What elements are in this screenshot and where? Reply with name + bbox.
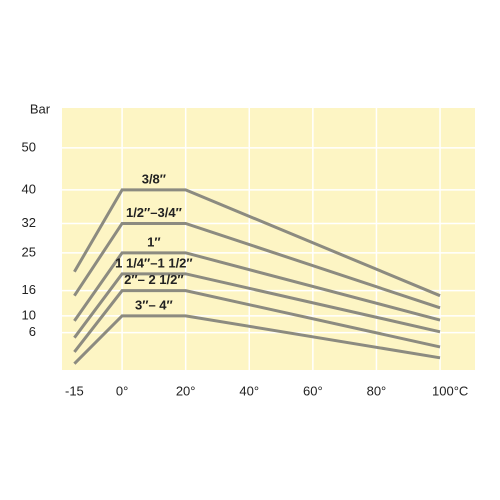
x-tick-label: -15: [65, 383, 84, 398]
y-axis-label: Bar: [30, 101, 51, 116]
data-line: [73, 272, 441, 339]
y-tick-label: 50: [22, 139, 36, 154]
data-line: [73, 251, 441, 322]
data-line: [73, 188, 441, 298]
y-tick-label: 16: [22, 282, 36, 297]
series-label: 1″: [147, 234, 160, 249]
data-line: [73, 314, 441, 365]
data-line: [73, 289, 441, 353]
x-tick-label: 100°C: [432, 383, 468, 398]
x-tick-label: 60°: [303, 383, 323, 398]
y-tick-label: 6: [29, 324, 36, 339]
series-label: 3″– 4″: [135, 297, 173, 312]
plot-area: [62, 108, 475, 370]
x-tick-label: 0°: [116, 383, 128, 398]
y-tick-label: 32: [22, 215, 36, 230]
y-tick-label: 10: [22, 307, 36, 322]
series-label: 1 1/4″–1 1/2″: [115, 255, 193, 270]
data-line: [73, 221, 441, 310]
series-label: 2″– 2 1/2″: [124, 272, 183, 287]
y-tick-label: 25: [22, 244, 36, 259]
x-tick-label: 40°: [239, 383, 259, 398]
x-tick-label: 80°: [367, 383, 387, 398]
series-label: 3/8″: [142, 171, 166, 186]
y-tick-label: 40: [22, 181, 36, 196]
x-tick-label: 20°: [176, 383, 196, 398]
series-label: 1/2″–3/4″: [126, 205, 182, 220]
